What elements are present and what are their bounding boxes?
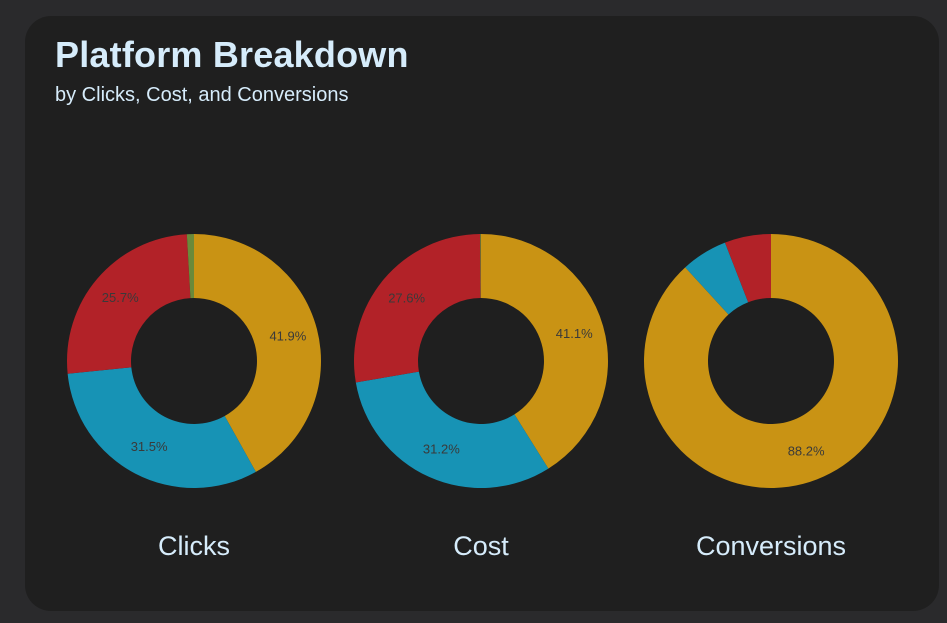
conversions-slice-1[interactable]	[685, 242, 749, 315]
cost-slice-1[interactable]	[355, 371, 549, 488]
conversions-slice-0[interactable]	[643, 234, 898, 488]
cost-slice-2[interactable]	[354, 234, 481, 383]
conversions-slice-2[interactable]	[724, 234, 771, 303]
page-title: Platform Breakdown	[55, 34, 409, 75]
clicks-slice-1[interactable]	[67, 367, 256, 489]
clicks-slice-label-2: 25.7%	[102, 290, 139, 305]
cost-slice-label-2: 27.6%	[388, 291, 425, 306]
cost-slice-label-0: 41.1%	[556, 326, 593, 341]
clicks-slice-0[interactable]	[194, 234, 322, 472]
clicks-slice-2[interactable]	[67, 234, 191, 374]
conversions-chart-title: Conversions	[696, 531, 846, 561]
cost-slice-3[interactable]	[480, 234, 481, 299]
clicks-slice-label-1: 31.5%	[131, 439, 168, 454]
cost-chart-title: Cost	[453, 531, 509, 561]
cost-donut: 41.1% 31.2% 27.6% Cost	[354, 234, 608, 561]
page-subtitle: by Clicks, Cost, and Conversions	[55, 84, 349, 106]
clicks-chart-title: Clicks	[158, 531, 230, 561]
clicks-donut: 41.9% 31.5% 25.7% Clicks	[67, 234, 322, 561]
cost-slice-label-1: 31.2%	[423, 442, 460, 457]
clicks-slice-label-0: 41.9%	[269, 329, 306, 344]
clicks-slice-3[interactable]	[186, 234, 194, 299]
conversions-donut: 88.2% Conversions	[643, 234, 898, 561]
cost-slice-0[interactable]	[481, 234, 608, 469]
chart-card: Platform Breakdown by Clicks, Cost, and …	[25, 16, 939, 611]
conversions-slice-label-0: 88.2%	[788, 443, 825, 458]
